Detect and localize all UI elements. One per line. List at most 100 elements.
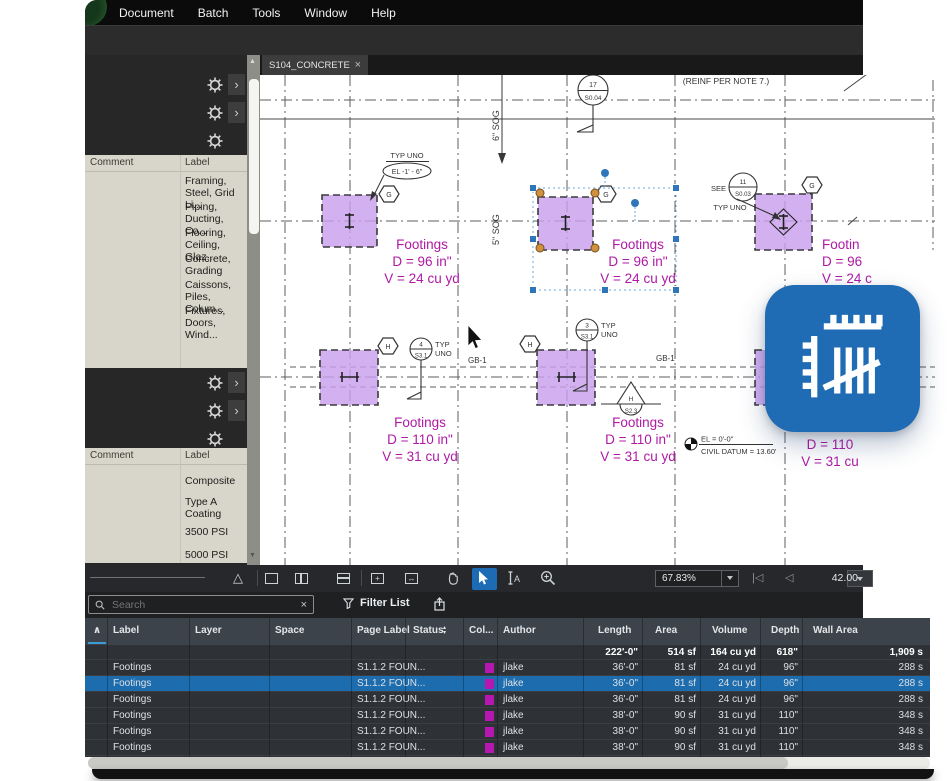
filter-list-button[interactable]: Filter List — [343, 597, 410, 609]
select-text-button[interactable]: A — [507, 570, 524, 586]
col-author[interactable]: Author — [503, 625, 536, 636]
fit-width-button[interactable]: ↔ — [405, 573, 418, 584]
scrollbar-thumb[interactable] — [248, 79, 259, 234]
col-area[interactable]: Area — [655, 625, 678, 636]
collapse-all-icon[interactable]: ∧ — [93, 625, 102, 636]
split-vertical-button[interactable] — [295, 573, 308, 584]
cell-color-swatch — [485, 679, 494, 689]
tool-item[interactable]: Type A Coating — [185, 496, 222, 520]
label-footing-110[interactable]: Footings D = 110 in" V = 31 cu yd — [600, 415, 675, 464]
col-layer[interactable]: Layer — [195, 625, 222, 636]
scrollbar-thumb[interactable] — [88, 757, 788, 769]
label-footing-96[interactable]: Footings D = 96 in" V = 24 cu yd — [384, 237, 459, 286]
select-tool-button[interactable] — [472, 567, 497, 590]
zoom-level-input[interactable]: 67.83% — [655, 569, 739, 587]
tool-item[interactable]: 5000 PSI — [185, 549, 229, 561]
pan-tool-button[interactable] — [445, 570, 461, 586]
cell-area: 90 sf — [674, 726, 696, 737]
svg-text:V = 24 c: V = 24 c — [822, 271, 872, 286]
menu-document[interactable]: Document — [119, 5, 174, 20]
footing-measurement-labels[interactable]: Footings D = 96 in" V = 24 cu yd Footing… — [382, 237, 872, 469]
svg-text:17: 17 — [589, 82, 597, 89]
col-label[interactable]: Label — [113, 625, 140, 636]
single-page-view-button[interactable] — [265, 573, 278, 584]
split-horizontal-button[interactable] — [337, 573, 350, 584]
search-box[interactable]: × — [88, 595, 314, 614]
vertex-handles[interactable] — [535, 188, 600, 253]
fit-page-button[interactable]: + — [371, 573, 384, 584]
zoom-tool-button[interactable] — [540, 570, 556, 586]
col-status[interactable]: Status — [413, 625, 444, 636]
cell-author: jlake — [503, 694, 524, 705]
sidebar-scrollbar[interactable]: ▲ ▼ — [247, 55, 260, 565]
reinf-note: (REINF PER NOTE 7.) — [683, 76, 770, 86]
gear-icon[interactable] — [207, 431, 223, 447]
cell-length: 36'-0" — [612, 662, 638, 673]
tool-item[interactable]: Flooring, Ceiling, Glaz... — [185, 227, 226, 263]
markup-row[interactable]: Footings S1.1.2 FOUN... jlake 38'-0" 90 … — [85, 708, 930, 724]
app-logo — [85, 0, 107, 25]
first-page-button[interactable]: |◁ — [752, 572, 764, 584]
col-length[interactable]: Length — [598, 625, 632, 636]
clear-search-icon[interactable]: × — [300, 598, 307, 611]
label-footing-110[interactable]: Footings D = 110 in" V = 31 cu yd — [382, 415, 457, 464]
control-point-handle[interactable] — [631, 199, 639, 207]
previous-page-button[interactable]: ◁ — [785, 572, 794, 584]
markup-selection[interactable] — [529, 169, 680, 294]
svg-text:S0.04: S0.04 — [585, 95, 602, 102]
menu-batch[interactable]: Batch — [197, 5, 229, 20]
drawing-canvas[interactable]: 6" SOG 5" SOG (REINF PER NOTE 7.) 17 S0.… — [260, 75, 947, 565]
page-dropdown[interactable] — [847, 570, 873, 587]
menu-help[interactable]: Help — [371, 5, 396, 20]
gear-icon[interactable] — [207, 133, 223, 149]
cell-label: Footings — [113, 710, 152, 721]
scroll-up-icon[interactable]: ▲ — [249, 58, 256, 65]
expand-toolset-button[interactable]: › — [228, 74, 245, 95]
cell-label: Footings — [113, 742, 152, 753]
label-footing-96-clipped[interactable]: Footin D = 96 V = 24 c — [822, 237, 872, 286]
tool-item[interactable]: Framing, Steel, Grid Li... — [185, 175, 235, 211]
gear-icon[interactable] — [207, 403, 223, 419]
col-volume[interactable]: Volume — [712, 625, 748, 636]
tab-s104-concrete[interactable]: S104_CONCRETE × — [262, 55, 368, 75]
markup-row[interactable]: Footings S1.1.2 FOUN... jlake 38'-0" 90 … — [85, 740, 930, 756]
menu-tools[interactable]: Tools — [252, 5, 281, 20]
tool-item[interactable]: 3500 PSI — [185, 526, 229, 538]
gear-icon[interactable] — [207, 375, 223, 391]
expand-toolset-button[interactable]: › — [228, 102, 245, 123]
markup-row[interactable]: Footings S1.1.2 FOUN... jlake 36'-0" 81 … — [85, 660, 930, 676]
label-footing-110-clipped[interactable]: D = 110 V = 31 cu — [801, 437, 858, 469]
markup-list-toggle[interactable]: △ — [233, 570, 243, 585]
tool-item[interactable]: Composite — [185, 475, 236, 487]
markup-row[interactable]: Footings S1.1.2 FOUN... jlake 38'-0" 90 … — [85, 724, 930, 740]
rotate-handle[interactable] — [601, 169, 609, 177]
gear-icon[interactable] — [207, 105, 223, 121]
menu-window[interactable]: Window — [304, 5, 348, 20]
scroll-down-icon[interactable]: ▼ — [249, 552, 256, 559]
tool-item[interactable]: Concrete, Grading — [185, 253, 231, 277]
panel-resize-slider[interactable] — [90, 577, 205, 578]
markup-row[interactable]: Footings S1.1.2 FOUN... jlake 36'-0" 81 … — [85, 692, 930, 708]
search-input[interactable] — [110, 597, 296, 612]
markup-row-selected[interactable]: Footings S1.1.2 FOUN... jlake 36'-0" 81 … — [85, 676, 930, 692]
tool-item[interactable]: Fixtures, Doors, Wind... — [185, 305, 226, 341]
resize-handles[interactable] — [529, 184, 680, 294]
export-list-button[interactable] — [433, 597, 446, 616]
tool-item[interactable]: Caissons, Piles, Colum... — [185, 279, 232, 315]
col-wall-area[interactable]: Wall Area — [813, 625, 858, 636]
horizontal-scrollbar[interactable] — [88, 757, 930, 769]
cell-area: 81 sf — [674, 694, 696, 705]
col-depth[interactable]: Depth — [771, 625, 800, 636]
close-icon[interactable]: × — [354, 59, 361, 71]
expand-toolset-button[interactable]: › — [228, 400, 245, 421]
col-space[interactable]: Space — [275, 625, 305, 636]
sort-icon[interactable]: ▴ ▾ — [443, 625, 447, 636]
label-footing-96[interactable]: Footings D = 96 in" V = 24 cu yd — [600, 237, 675, 286]
tool-item[interactable]: Piping, Ducting, Co... — [185, 201, 224, 237]
sog-annotation: 6" SOG 5" SOG — [491, 75, 506, 245]
gear-icon[interactable] — [207, 77, 223, 93]
col-page-label[interactable]: Page Label — [357, 625, 410, 636]
expand-toolset-button[interactable]: › — [228, 372, 245, 393]
col-color[interactable]: Col... — [469, 625, 494, 636]
cell-volume: 31 cu yd — [718, 710, 756, 721]
